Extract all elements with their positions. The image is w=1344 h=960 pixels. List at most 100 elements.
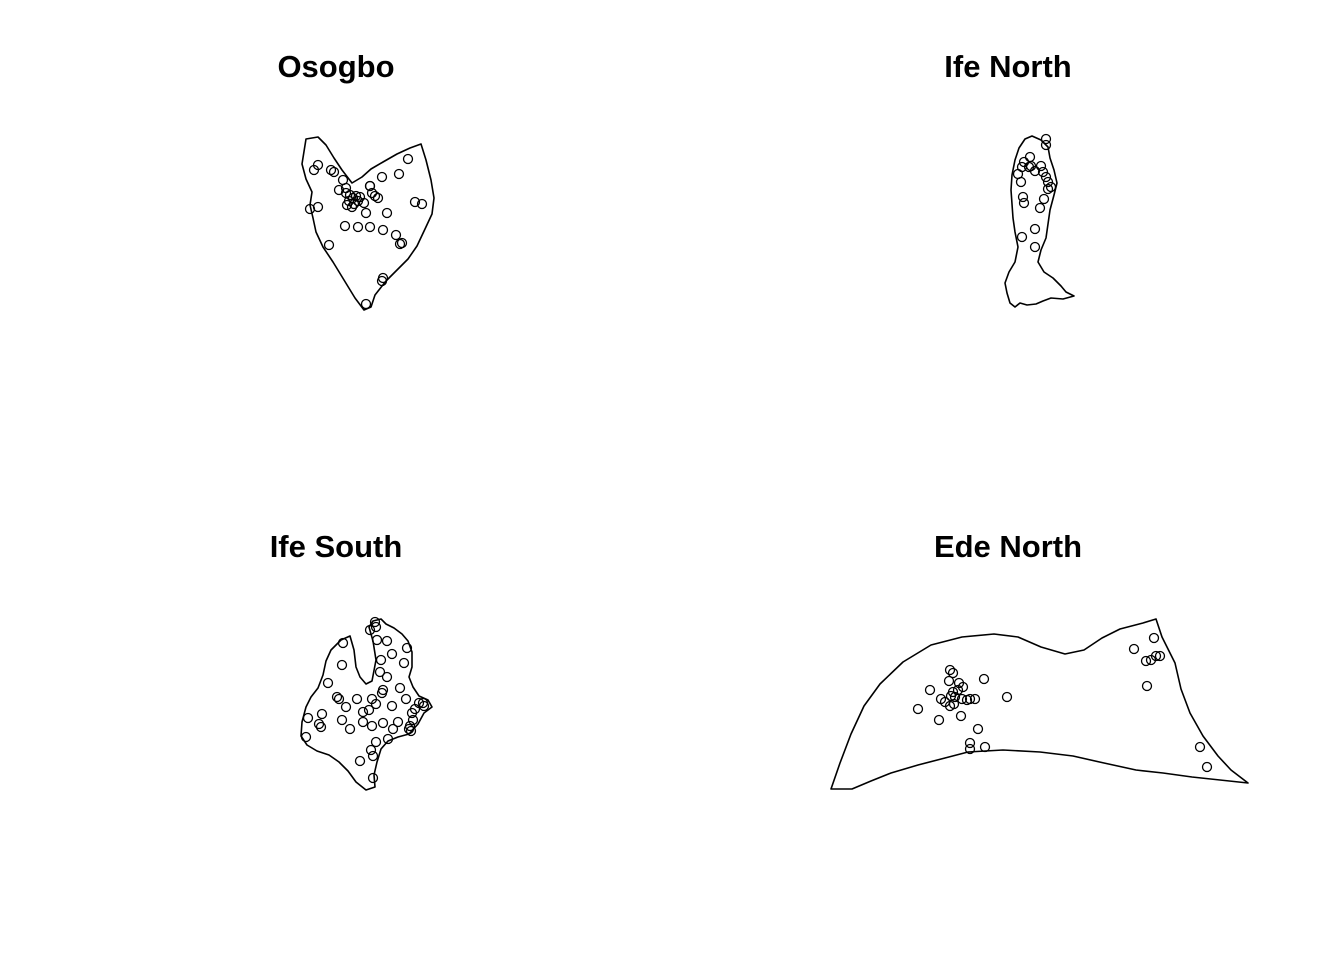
osogbo-panel: Osogbo: [0, 0, 672, 480]
ife-north-site-point: [1045, 181, 1057, 193]
osogbo-site-point: [390, 229, 402, 241]
osogbo-site-point: [394, 238, 406, 250]
ede-north-site-point: [956, 693, 968, 705]
ife-south-site-point: [357, 706, 369, 718]
ife-south-site-point: [369, 616, 381, 628]
ede-north-title: Ede North: [933, 529, 1083, 564]
ife-south-site-point: [336, 714, 348, 726]
osogbo-site-point: [416, 198, 428, 210]
ife-south-site-point: [403, 723, 415, 735]
ife-south-site-point: [333, 693, 345, 705]
osogbo-site-point: [376, 275, 388, 287]
ede-north-site-point: [1148, 632, 1160, 644]
ife-north-site-point: [1042, 183, 1054, 195]
osogbo-site-point: [372, 192, 384, 204]
osogbo-site-point: [352, 221, 364, 233]
ife-north-title: Ife North: [944, 49, 1072, 84]
ife-south-panel: Ife South: [0, 480, 672, 960]
ife-south-site-point: [376, 687, 388, 699]
ife-south-site-point: [375, 654, 387, 666]
ife-south-site-point: [400, 693, 412, 705]
sample-sites: [300, 133, 1213, 784]
ede-north-site-point: [1001, 691, 1013, 703]
osogbo-title: Osogbo: [277, 49, 395, 84]
ife-north-site-point: [1029, 241, 1041, 253]
ife-north-site-point: [1038, 193, 1050, 205]
ife-south-site-point: [398, 657, 410, 669]
osogbo-site-point: [346, 201, 358, 213]
ife-north-panel: Ife North: [672, 0, 1344, 480]
osogbo-boundary: [301, 136, 435, 311]
ife-south-site-point: [340, 701, 352, 713]
ife-south-site-point: [367, 772, 379, 784]
ife-north-site-point: [1029, 165, 1041, 177]
osogbo-site-point: [358, 197, 370, 209]
ife-north-site-point: [1040, 139, 1052, 151]
ife-north-site-point: [1018, 197, 1030, 209]
ede-north-site-point: [943, 675, 955, 687]
ife-north-site-point: [1037, 166, 1049, 178]
ede-north-boundary: [830, 618, 1249, 790]
osogbo-site-point: [333, 184, 345, 196]
ede-north-site-point: [1141, 680, 1153, 692]
osogbo-site-point: [381, 207, 393, 219]
ife-south-site-point: [300, 731, 312, 743]
ede-north-site-point: [924, 684, 936, 696]
ife-south-site-point: [392, 716, 404, 728]
ife-south-site-point: [357, 716, 369, 728]
ede-north-site-point: [955, 710, 967, 722]
ede-north-site-point: [1154, 650, 1166, 662]
ede-north-site-point: [947, 667, 959, 679]
osogbo-site-point: [369, 190, 381, 202]
ife-south-title: Ife South: [269, 529, 403, 564]
ede-north-site-point: [972, 723, 984, 735]
ife-south-site-point: [370, 736, 382, 748]
ife-south-site-point: [406, 707, 418, 719]
ife-south-site-point: [382, 733, 394, 745]
ife-south-site-point: [302, 712, 314, 724]
ede-north-site-point: [964, 743, 976, 755]
ife-south-site-point: [316, 708, 328, 720]
ede-north-site-point: [1140, 655, 1152, 667]
ede-north-site-point: [948, 698, 960, 710]
ife-south-site-point: [365, 744, 377, 756]
ife-south-site-point: [377, 717, 389, 729]
osogbo-site-point: [312, 201, 324, 213]
ede-north-site-point: [978, 673, 990, 685]
ife-south-site-point: [367, 750, 379, 762]
ife-south-site-point: [374, 666, 386, 678]
ife-north-site-point: [1016, 231, 1028, 243]
osogbo-site-point: [360, 207, 372, 219]
ife-north-site-point: [1024, 151, 1036, 163]
ife-north-site-point: [1040, 171, 1052, 183]
osogbo-site-point: [364, 221, 376, 233]
ede-north-site-point: [964, 693, 976, 705]
ede-north-site-point: [969, 693, 981, 705]
ife-south-site-point: [371, 634, 383, 646]
ife-north-site-point: [1015, 176, 1027, 188]
ife-south-site-point: [381, 671, 393, 683]
ife-south-site-point: [370, 698, 382, 710]
ede-north-site-point: [957, 681, 969, 693]
ife-south-site-point: [313, 718, 325, 730]
osogbo-site-point: [366, 187, 378, 199]
ife-south-site-point: [337, 637, 349, 649]
osogbo-site-point: [325, 164, 337, 176]
ede-north-site-point: [944, 664, 956, 676]
ife-south-site-point: [418, 700, 430, 712]
osogbo-site-point: [402, 153, 414, 165]
ede-north-site-point: [912, 703, 924, 715]
osogbo-site-point: [340, 182, 352, 194]
osogbo-site-point: [376, 171, 388, 183]
ife-north-site-point: [1040, 133, 1052, 145]
ife-north-site-point: [1029, 223, 1041, 235]
osogbo-site-point: [308, 164, 320, 176]
ife-south-boundary: [300, 618, 433, 791]
ife-south-site-point: [370, 621, 382, 633]
osogbo-site-point: [409, 196, 421, 208]
ede-north-site-point: [1201, 761, 1213, 773]
ife-south-site-point: [315, 721, 327, 733]
ede-north-site-point: [1128, 643, 1140, 655]
ife-south-site-point: [322, 677, 334, 689]
